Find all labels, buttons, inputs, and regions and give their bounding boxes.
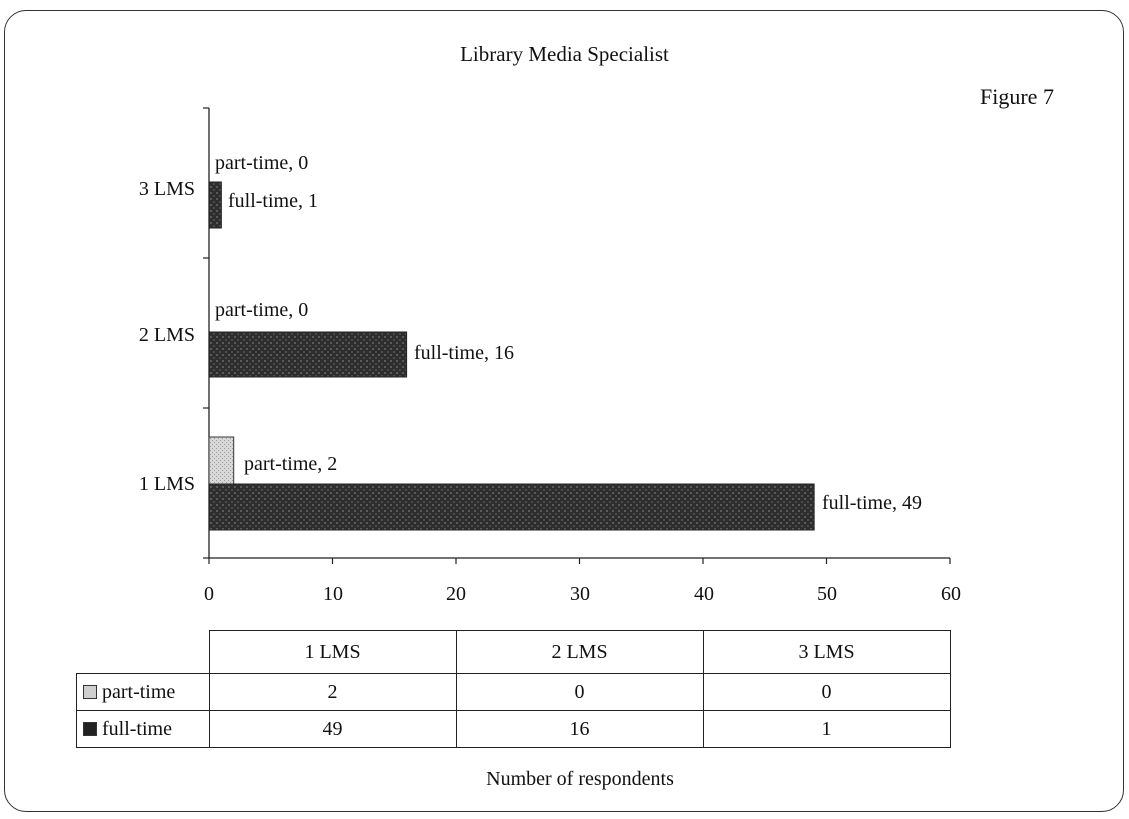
data-table: 1 LMS 2 LMS 3 LMS part-time 2 0 0 full-t… [76,630,951,748]
data-table-cell: 16 [455,710,704,748]
data-table-row-header: full-time [76,710,210,748]
category-label-2lms: 2 LMS [138,324,195,346]
data-label-1lms-full: full-time, 49 [822,492,922,514]
x-axis-label: Number of respondents [486,768,674,790]
data-table-cell: 2 [208,673,457,711]
x-tick-40: 40 [694,583,714,605]
bar-full-time [208,181,222,229]
data-table-cell: 0 [702,673,951,711]
data-table-cell: 0 [455,673,704,711]
data-table-row: full-time 49 16 1 [76,710,951,748]
x-tick-10: 10 [323,583,343,605]
x-tick-20: 20 [446,583,466,605]
figure-label: Figure 7 [980,84,1054,109]
data-label-3lms-full: full-time, 1 [228,190,318,212]
data-label-2lms-part: part-time, 0 [215,299,309,321]
data-table-corner [76,630,209,674]
category-label-1lms: 1 LMS [138,473,195,495]
data-table-col-header: 3 LMS [702,630,951,674]
x-tick-50: 50 [817,583,837,605]
bar-full-time [208,483,815,531]
bar-part-time [208,436,235,485]
chart-bars [208,181,815,531]
data-table-col-header: 1 LMS [208,630,457,674]
data-label-2lms-full: full-time, 16 [414,342,514,364]
data-table-col-header: 2 LMS [455,630,704,674]
x-tick-60: 60 [941,583,961,605]
full-time-label: full-time [102,717,172,740]
data-table-cell: 49 [208,710,457,748]
full-time-legend-key [83,721,97,736]
data-table-header-row: 1 LMS 2 LMS 3 LMS [76,630,951,674]
x-tick-30: 30 [570,583,590,605]
data-table-row-header: part-time [76,673,210,711]
data-label-1lms-part: part-time, 2 [244,453,338,475]
data-label-3lms-part: part-time, 0 [215,152,309,174]
part-time-label: part-time [102,680,176,703]
chart-frame [4,10,1124,812]
chart-title: Library Media Specialist [460,42,669,66]
x-tick-0: 0 [204,583,214,605]
bar-full-time [208,331,408,378]
data-table-cell: 1 [702,710,951,748]
data-table-row: part-time 2 0 0 [76,673,951,711]
category-label-3lms: 3 LMS [138,178,195,200]
part-time-legend-key [83,684,97,699]
